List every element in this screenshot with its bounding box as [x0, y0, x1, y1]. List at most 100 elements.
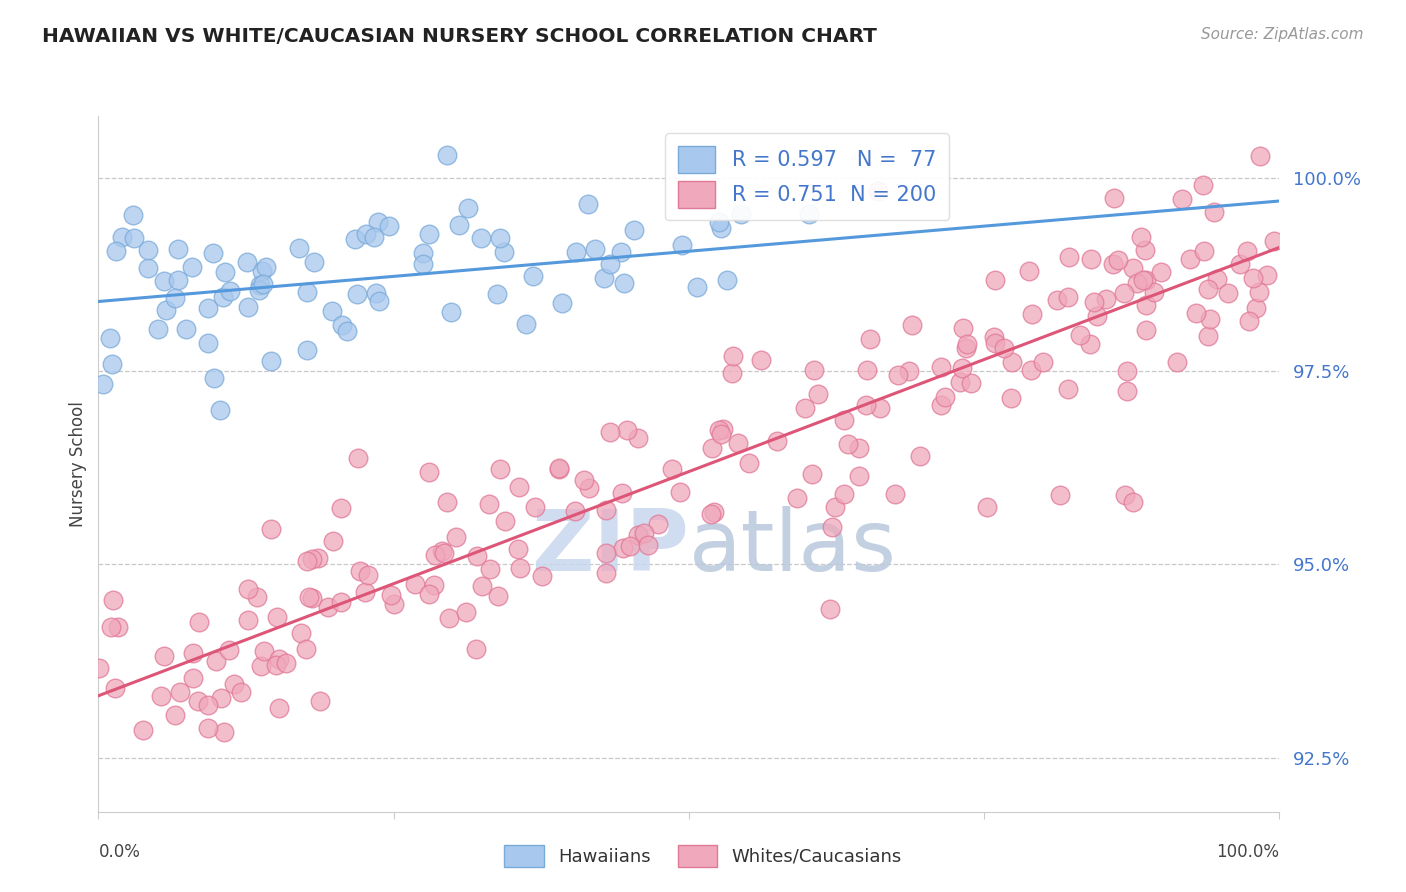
Y-axis label: Nursery School: Nursery School [69, 401, 87, 527]
Point [105, 244, 128, 259]
Point [433, 546, 456, 560]
Point [290, 626, 312, 640]
Point [153, 648, 176, 663]
Point [1078, 337, 1101, 351]
Point [803, 363, 825, 377]
Point [699, 508, 721, 522]
Point [1197, 282, 1219, 296]
Point [1001, 354, 1024, 368]
Point [247, 283, 270, 297]
Point [91, 376, 114, 391]
Point [236, 255, 259, 269]
Point [165, 708, 187, 723]
Text: ZIP: ZIP [531, 506, 689, 589]
Point [1101, 257, 1123, 271]
Point [1192, 178, 1215, 193]
Point [1150, 264, 1173, 278]
Point [343, 232, 366, 246]
Point [1122, 494, 1144, 508]
Point [470, 230, 492, 244]
Text: 100.0%: 100.0% [1216, 843, 1279, 861]
Point [623, 223, 645, 237]
Point [423, 578, 446, 592]
Point [669, 484, 692, 499]
Point [267, 701, 290, 715]
Point [380, 588, 402, 602]
Point [456, 605, 478, 619]
Point [197, 721, 219, 735]
Point [418, 586, 440, 600]
Point [551, 295, 574, 310]
Point [1083, 294, 1105, 309]
Point [485, 287, 508, 301]
Point [353, 584, 375, 599]
Point [136, 243, 159, 257]
Text: atlas: atlas [689, 506, 897, 589]
Point [593, 271, 616, 285]
Point [197, 698, 219, 712]
Point [765, 434, 787, 448]
Point [1185, 306, 1208, 320]
Point [439, 611, 461, 625]
Point [122, 231, 145, 245]
Point [1180, 252, 1202, 266]
Point [329, 595, 352, 609]
Point [1049, 488, 1071, 502]
Point [960, 376, 983, 390]
Point [583, 242, 606, 256]
Point [686, 279, 709, 293]
Point [1135, 298, 1157, 312]
Point [298, 591, 321, 605]
Point [1249, 149, 1271, 163]
Point [710, 221, 733, 235]
Point [149, 690, 172, 704]
Point [1107, 253, 1129, 268]
Point [174, 322, 197, 336]
Point [595, 566, 617, 581]
Point [716, 273, 738, 287]
Point [572, 474, 595, 488]
Point [855, 398, 877, 412]
Point [181, 260, 204, 275]
Point [269, 652, 291, 666]
Point [1032, 355, 1054, 369]
Point [364, 285, 387, 300]
Point [1202, 205, 1225, 219]
Point [404, 577, 426, 591]
Point [187, 694, 209, 708]
Point [522, 269, 544, 284]
Point [1080, 252, 1102, 266]
Point [616, 423, 638, 437]
Point [984, 336, 1007, 351]
Point [101, 593, 124, 607]
Point [444, 529, 467, 543]
Point [1085, 309, 1108, 323]
Point [721, 349, 744, 363]
Point [1133, 243, 1156, 257]
Point [249, 277, 271, 292]
Point [661, 461, 683, 475]
Point [238, 300, 260, 314]
Point [807, 387, 830, 401]
Point [709, 214, 731, 228]
Point [637, 538, 659, 552]
Point [801, 467, 824, 482]
Point [1057, 290, 1080, 304]
Point [721, 366, 744, 380]
Point [187, 615, 209, 629]
Point [486, 589, 509, 603]
Point [976, 500, 998, 514]
Point [530, 569, 553, 583]
Point [436, 148, 458, 162]
Point [111, 230, 134, 244]
Point [197, 301, 219, 315]
Point [101, 357, 124, 371]
Point [212, 724, 235, 739]
Point [700, 441, 723, 455]
Point [506, 542, 529, 557]
Point [984, 273, 1007, 287]
Point [1229, 257, 1251, 271]
Point [1237, 314, 1260, 328]
Point [515, 317, 537, 331]
Point [165, 291, 187, 305]
